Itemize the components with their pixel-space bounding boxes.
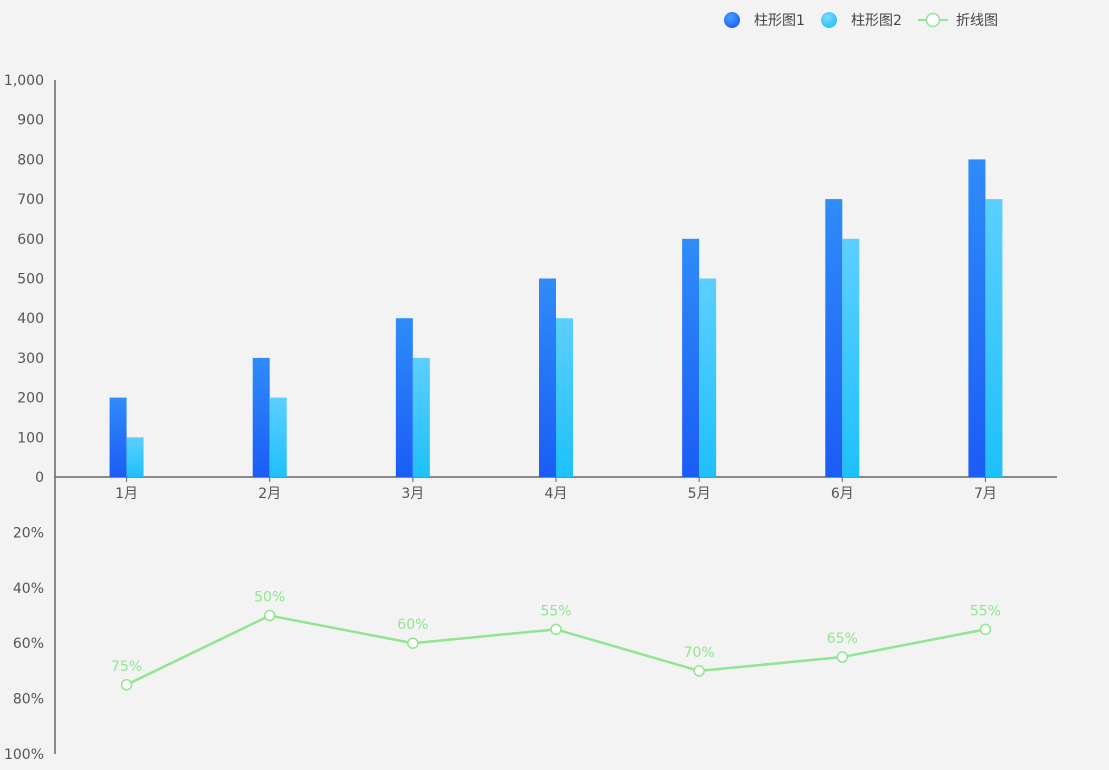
bar-y-tick-label: 100 (17, 430, 44, 446)
bar-y-tick-labels: 0 100 200 300 400 500 600 700 800 900 1,000 (4, 73, 44, 486)
bar-y-tick-label: 1,000 (4, 73, 44, 89)
bar-series1[interactable] (682, 238, 700, 477)
bar-y-tick-label: 200 (17, 391, 44, 407)
line-point[interactable] (550, 623, 562, 636)
x-category-label: 1月 (115, 486, 138, 502)
legend-swatch-bar1 (724, 12, 740, 28)
line-y-tick-label: 20% (13, 525, 44, 541)
line-point[interactable] (120, 679, 133, 691)
x-category-label: 5月 (688, 486, 711, 502)
line-point[interactable] (836, 651, 849, 663)
line-data-label: 50% (254, 590, 285, 606)
bar-y-tick-label: 900 (17, 113, 44, 129)
bar-series1[interactable] (825, 199, 843, 477)
bar-y-tick-label: 800 (17, 152, 44, 168)
line-y-tick-label: 100% (4, 747, 44, 763)
legend-item-line[interactable]: 折线图 (918, 12, 998, 29)
line-data-label: 75% (111, 659, 142, 675)
bar-y-tick-label: 700 (17, 192, 44, 208)
legend-label-line: 折线图 (956, 13, 998, 29)
line-y-tick-label: 40% (13, 581, 44, 597)
line-y-tick-labels: 20% 40% 60% 80% 100% (4, 525, 44, 763)
bar-y-tick-label: 600 (17, 232, 44, 248)
legend: 柱形图1 柱形图2 折线图 (724, 12, 998, 29)
bar-y-tick-label: 0 (35, 470, 44, 486)
line-point[interactable] (407, 637, 419, 649)
legend-swatch-bar2 (821, 12, 837, 28)
bar-series1[interactable] (252, 357, 270, 477)
bar-series2[interactable] (842, 238, 860, 477)
bar-series1[interactable] (539, 278, 556, 478)
line-data-label: 65% (827, 631, 858, 647)
line-data-label: 55% (540, 603, 571, 619)
x-category-label: 2月 (258, 486, 281, 502)
line-series-group: 75% 50% 60% 55% 70% 65% 55% (111, 590, 1001, 691)
line-y-tick-label: 60% (13, 636, 44, 652)
bar-series2[interactable] (269, 397, 287, 477)
line-data-label: 60% (397, 617, 428, 633)
line-data-label: 55% (970, 603, 1001, 619)
bar-series1[interactable] (109, 397, 127, 477)
line-point[interactable] (263, 609, 276, 622)
bar-series2[interactable] (985, 199, 1003, 477)
bar-series1[interactable] (395, 318, 413, 477)
bar-series2[interactable] (412, 357, 430, 477)
legend-label-bar1: 柱形图1 (754, 13, 805, 29)
bar-series2[interactable] (556, 318, 573, 477)
x-category-labels: 1月 2月 3月 4月 5月 6月 7月 (115, 477, 997, 502)
bar-series1[interactable] (968, 159, 986, 477)
bar-y-tick-label: 300 (17, 351, 44, 367)
legend-swatch-line-marker (925, 12, 941, 28)
x-category-label: 3月 (401, 486, 424, 502)
x-category-label: 6月 (831, 486, 854, 502)
bar-series2[interactable] (699, 278, 717, 478)
line-point[interactable] (979, 623, 992, 636)
line-data-label: 70% (684, 645, 715, 661)
legend-item-bar2[interactable]: 柱形图2 (821, 12, 902, 29)
bar-y-tick-label: 500 (17, 272, 44, 288)
x-category-label: 4月 (545, 486, 568, 502)
bar-series2[interactable] (126, 437, 144, 477)
line-y-tick-label: 80% (13, 692, 44, 708)
legend-label-bar2: 柱形图2 (851, 13, 902, 29)
legend-item-bar1[interactable]: 柱形图1 (724, 12, 805, 29)
bar-y-tick-label: 400 (17, 311, 44, 327)
x-category-label: 7月 (974, 486, 997, 502)
bar-series-group (109, 159, 1003, 478)
line-point[interactable] (693, 665, 705, 677)
